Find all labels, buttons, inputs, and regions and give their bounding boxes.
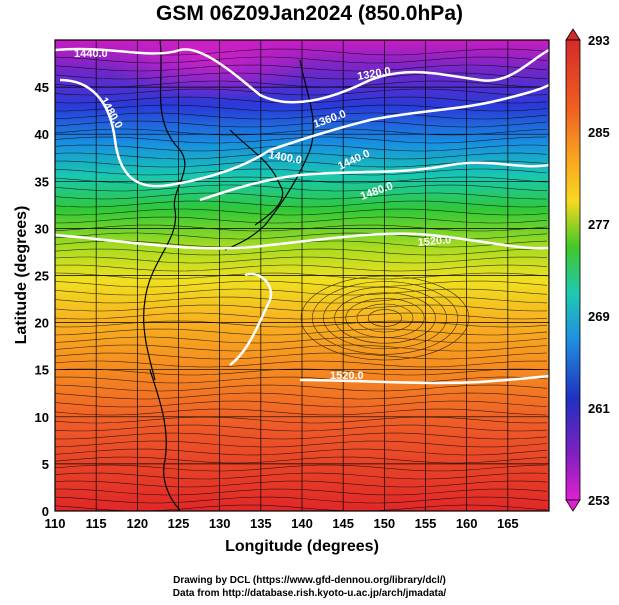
x-tick-label: 155 — [415, 516, 437, 531]
philippines-coast — [149, 369, 181, 511]
y-tick-label: 5 — [42, 457, 49, 472]
contour-label: 1520.0 — [330, 370, 364, 382]
x-tick-label: 115 — [86, 516, 107, 531]
x-tick-label: 145 — [332, 516, 354, 531]
drawing-credit: Drawing by DCL (https://www.gfd-dennou.o… — [173, 575, 446, 586]
plot-frame — [54, 39, 550, 512]
contour-line-4 — [55, 232, 549, 250]
cold-core-blob — [100, 40, 320, 100]
y-tick-label: 30 — [35, 221, 49, 236]
anticyclone-streamline — [323, 286, 447, 350]
x-tick-label: 165 — [497, 516, 519, 531]
anticyclone-streamline — [334, 292, 436, 344]
x-tick-label: 140 — [291, 516, 313, 531]
anticyclone-streamline — [345, 298, 425, 338]
y-tick-label: 45 — [35, 80, 49, 95]
korea-coast — [229, 129, 284, 226]
x-tick-label: 110 — [45, 516, 66, 531]
plot-area — [55, 40, 549, 511]
y-tick-label: 35 — [35, 174, 49, 189]
y-axis-label: Latitude (degrees) — [13, 205, 30, 345]
colorbar: 293 285 277 269 261 253 — [565, 28, 610, 512]
contour-line-2 — [59, 78, 549, 188]
lat-lon-grid — [55, 40, 549, 511]
geopotential-contours — [55, 47, 549, 385]
anticyclone-streamline — [356, 303, 414, 333]
contour-line-5 — [229, 272, 549, 385]
contour-line-1 — [55, 47, 549, 104]
y-tick-label: 15 — [35, 363, 49, 378]
anticyclone-streamline — [300, 275, 470, 361]
x-tick-label: 150 — [373, 516, 395, 531]
colorbar-bottom-arrow — [565, 499, 581, 512]
map-title: GSM 06Z09Jan2024 (850.0hPa) — [155, 2, 463, 25]
y-tick-label: 20 — [35, 316, 49, 331]
y-tick-label: 0 — [42, 504, 49, 519]
anticyclone-streamline — [367, 309, 403, 327]
contour-label: 1520.0 — [417, 234, 452, 249]
contour-line-3 — [199, 161, 549, 202]
x-tick-label: 135 — [250, 516, 272, 531]
colorbar-tick-label: 269 — [588, 309, 610, 324]
colorbar-tick-label: 253 — [588, 493, 610, 508]
x-tick-label: 160 — [456, 516, 478, 531]
colorbar-tick-label: 285 — [588, 125, 610, 140]
data-credit: Data from http://database.rish.kyoto-u.a… — [172, 588, 447, 599]
colorbar-tick-label: 293 — [588, 33, 610, 48]
x-axis-ticks: 110 115 120 125 130 135 140 145 150 155 160 165 — [45, 516, 519, 531]
x-tick-label: 120 — [126, 516, 148, 531]
x-axis-label: Longitude (degrees) — [225, 538, 379, 555]
x-tick-label: 125 — [168, 516, 190, 531]
china-coast — [143, 40, 186, 381]
contour-label: 1400.0 — [267, 149, 302, 167]
y-tick-label: 25 — [35, 269, 49, 284]
y-axis-ticks: 0 5 10 15 20 25 30 35 40 45 — [35, 80, 49, 519]
colorbar-tick-label: 261 — [588, 401, 610, 416]
contour-label: 1320.0 — [356, 65, 391, 83]
y-tick-label: 10 — [35, 410, 49, 425]
anticyclone-streamline — [311, 281, 459, 355]
y-tick-label: 40 — [35, 127, 49, 142]
colorbar-tick-label: 277 — [588, 217, 610, 232]
x-tick-label: 130 — [209, 516, 231, 531]
contour-label: 1440.0 — [74, 48, 108, 60]
colorbar-top-arrow — [565, 28, 581, 41]
colorbar-scale — [565, 39, 581, 501]
